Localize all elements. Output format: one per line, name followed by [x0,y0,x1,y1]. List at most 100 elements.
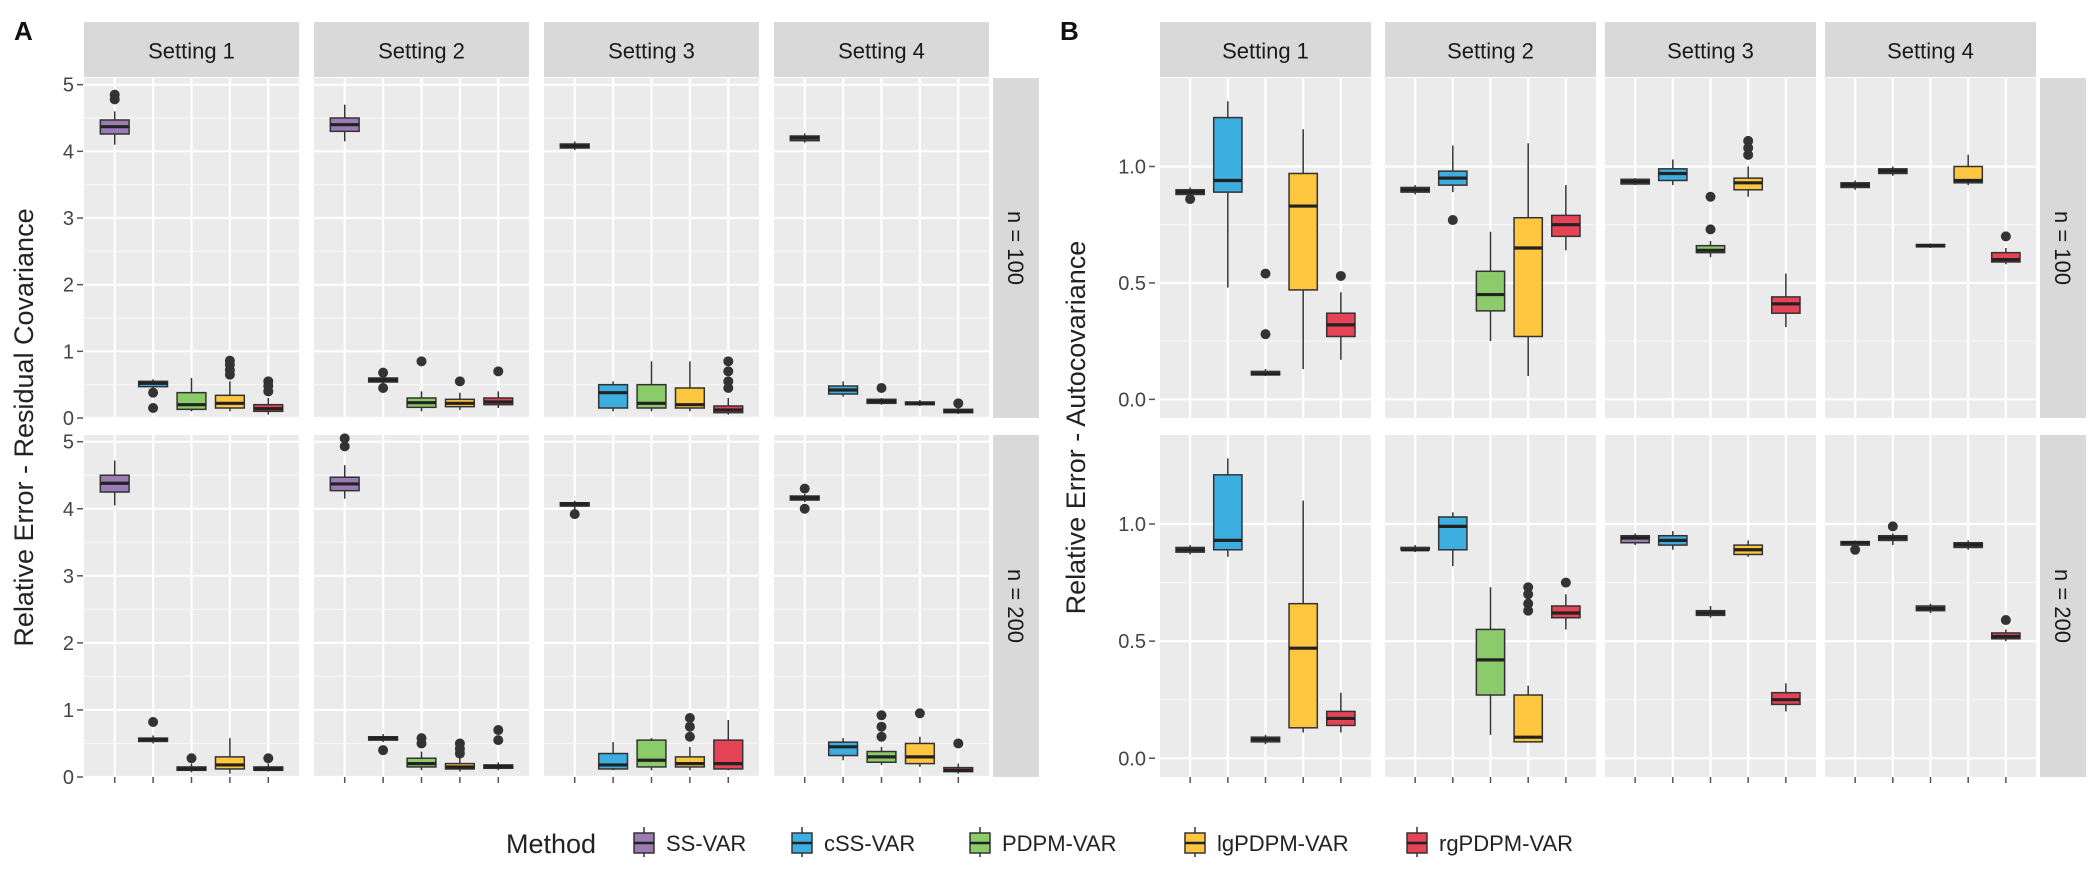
box-cSS-VAR [1437,145,1468,226]
outlier-point [1743,149,1754,160]
facet [774,435,989,783]
facet [544,78,759,420]
box-lgPDPM-VAR [444,376,476,410]
box-body [1437,516,1468,551]
y-tick-label: 5 [63,75,74,97]
outlier-point [953,738,964,749]
outlier-point [493,366,504,377]
box-SS-VAR [1400,545,1431,553]
box-lgPDPM-VAR [214,355,246,412]
box-PDPM-VAR [1695,191,1726,258]
y-tick-label: 1 [63,341,74,363]
row-strip-label: n = 200 [2050,569,2075,643]
box-SS-VAR [1620,178,1651,186]
box-body [1288,172,1319,291]
box-cSS-VAR [597,381,629,412]
outlier-point [454,738,465,749]
box-SS-VAR [1840,540,1871,555]
box-lgPDPM-VAR [904,708,936,767]
outlier-point [876,721,887,732]
box-body [1990,251,2021,263]
box-body [1513,694,1544,743]
column-strip [84,22,299,77]
y-tick-label: 0.0 [1118,389,1146,411]
box-SS-VAR [1620,533,1651,546]
box-rgPDPM-VAR [943,398,974,414]
box-PDPM-VAR [866,383,897,405]
box-PDPM-VAR [1915,243,1946,248]
outlier-point [339,433,350,444]
box-PDPM-VAR [1915,603,1946,614]
box-lgPDPM-VAR [1733,135,1764,197]
box-body [597,752,629,770]
outlier-point [723,356,734,367]
legend-item: PDPM-VAR [968,827,1117,857]
facet [1385,78,1596,418]
outlier-point [723,366,734,377]
outlier-point [493,725,504,736]
box-lgPDPM-VAR [1513,582,1544,743]
box-body [674,756,706,768]
box-lgPDPM-VAR [674,712,706,771]
outlier-point [953,398,964,409]
outlier-point [914,708,925,719]
box-SS-VAR [329,104,360,142]
outlier-point [799,503,810,514]
outlier-point [339,441,350,452]
y-tick-label: 2 [63,633,74,655]
y-tick-label: 1.0 [1118,156,1146,178]
box-SS-VAR [789,133,820,143]
facet [1825,435,2036,783]
box-cSS-VAR [137,717,169,744]
outlier-point [723,376,734,387]
outlier-point [876,383,887,393]
facet [314,433,529,783]
outlier-point [263,376,274,387]
box-body [904,742,936,765]
facet [1160,78,1371,418]
column-strip [1825,22,2036,77]
row-strip [993,435,1039,777]
column-strip-label: Setting 4 [838,39,925,64]
outlier-point [2000,231,2011,242]
y-tick-label: 4 [63,499,74,521]
box-rgPDPM-VAR [483,366,514,408]
box-cSS-VAR [1212,101,1243,288]
legend: Method SS-VAR cSS-VAR PDPM-VAR lgPDPM-VAR rgP… [506,827,1573,859]
outlier-point [876,710,887,721]
panel-B: B Relative Error - Autocovariance Setting … [1060,16,2086,783]
y-tick-label: 0 [63,767,74,789]
box-rgPDPM-VAR [1990,231,2021,265]
box-lgPDPM-VAR [1288,129,1319,370]
outlier-point [569,509,580,520]
box-SS-VAR [1175,545,1206,555]
box-body [1212,474,1243,551]
box-PDPM-VAR [176,378,207,412]
row-strip-label: n = 200 [1003,569,1028,643]
y-tick-label: 0 [63,408,74,430]
row-strip [2040,78,2086,418]
box-body [1475,628,1506,696]
facet [544,435,759,783]
outlier-point [1523,582,1534,593]
box-PDPM-VAR [1475,587,1506,735]
facet [774,78,989,420]
box-lgPDPM-VAR [444,738,476,772]
box-SS-VAR [329,433,360,499]
outlier-point [1743,135,1754,146]
outlier-point [1705,224,1716,235]
box-PDPM-VAR [1695,606,1726,618]
box-PDPM-VAR [1475,231,1506,342]
legend-item-label: rgPDPM-VAR [1439,831,1573,856]
box-body [636,739,667,768]
y-tick-label: 2 [63,275,74,297]
column-strip-label: Setting 2 [378,39,465,64]
box-SS-VAR [789,483,820,514]
box-PDPM-VAR [1250,734,1281,745]
outlier-point [1743,142,1754,153]
box-PDPM-VAR [636,361,667,412]
box-cSS-VAR [137,379,169,413]
box-body [1475,270,1506,312]
box-body [1288,602,1319,729]
